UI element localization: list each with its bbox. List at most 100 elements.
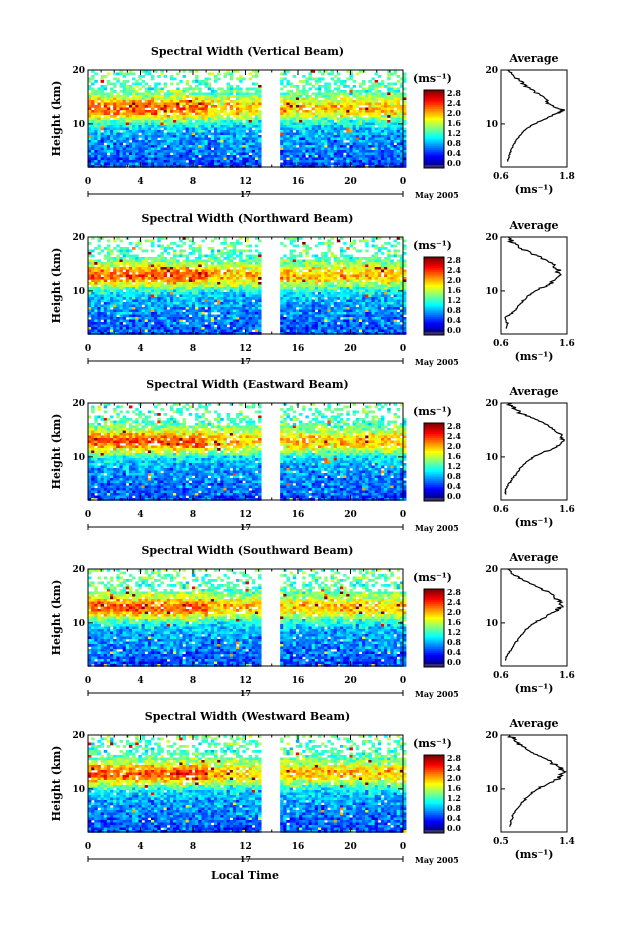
colorbar-tick: 2.8 [447,88,461,98]
average-profile: Average 20 10 0.5 1.4 (ms⁻¹) [485,717,574,861]
y-axis-label: Height (km) [50,580,63,656]
colorbar-unit: (ms⁻¹) [413,737,452,750]
colorbar-tick: 0.0 [447,823,461,833]
average-x-tick: 0.6 [493,339,509,349]
colorbar-tick: 1.6 [447,617,461,627]
x-tick-label: 20 [344,510,357,520]
colorbar-tick: 0.4 [447,481,461,491]
panel-5: Spectral Width (Westward Beam) 20 10 0 4 8 12 1… [50,710,575,865]
panel-3: Spectral Width (Eastward Beam) 20 10 0 4 8 12 1… [50,378,575,533]
average-y-tick: 10 [485,120,498,130]
colorbar-tick: 0.4 [447,647,461,657]
average-line [504,236,562,329]
x-tick-label: 4 [137,177,143,187]
colorbar-tick: 1.6 [447,783,461,793]
y-tick-label: 20 [72,731,85,741]
average-y-tick: 20 [485,731,498,741]
average-frame [500,568,568,667]
heatmap [88,735,407,833]
average-frame [500,402,568,501]
x-tick-label: 20 [344,842,357,852]
month-label: May 2005 [415,190,459,200]
average-x-tick: 1.6 [559,671,575,681]
panel-title: Spectral Width (Eastward Beam) [146,378,348,391]
average-x-label: (ms⁻¹) [515,183,554,196]
x-tick-label: 16 [292,842,305,852]
average-y-tick: 20 [485,66,498,76]
average-x-tick: 1.6 [559,505,575,515]
colorbar-tick: 1.6 [447,451,461,461]
colorbar-tick: 0.8 [447,471,461,481]
x-tick-label: 16 [292,676,305,686]
average-x-label: (ms⁻¹) [515,350,554,363]
y-tick-label: 10 [72,785,85,795]
average-x-tick: 1.6 [559,339,575,349]
colorbar-unit: (ms⁻¹) [413,72,452,85]
x-tick-label: 8 [190,344,196,354]
y-tick-label: 10 [72,619,85,629]
colorbar-tick: 0.0 [447,491,461,501]
average-profile: Average 20 10 0.6 1.6 (ms⁻¹) [485,551,574,695]
average-x-label: (ms⁻¹) [515,682,554,695]
x-tick-label: 0 [85,510,91,520]
y-tick-label: 20 [72,233,85,243]
x-tick-label: 4 [137,510,143,520]
x-tick-label: 4 [137,676,143,686]
month-label: May 2005 [415,357,459,367]
colorbar-tick: 2.8 [447,587,461,597]
colorbar-tick: 0.0 [447,325,461,335]
month-label: May 2005 [415,523,459,533]
average-x-tick: 0.6 [493,505,509,515]
colorbar: (ms⁻¹) 2.82.42.01.61.20.80.40.0 [413,239,461,336]
heatmap [88,70,407,168]
x-tick-label: 12 [239,177,252,187]
x-tick-label: 12 [239,676,252,686]
average-title: Average [508,219,558,232]
x-tick-label: 0 [85,177,91,187]
x-tick-label: 0 [400,344,406,354]
average-frame [500,734,568,833]
colorbar-tick: 0.0 [447,158,461,168]
average-x-tick: 1.8 [559,172,575,182]
colorbar-tick: 2.8 [447,255,461,265]
colorbar-tick: 1.6 [447,118,461,128]
average-y-tick: 20 [485,233,498,243]
x-tick-label: 0 [85,676,91,686]
colorbar-tick: 1.2 [447,627,461,637]
x-tick-label: 0 [400,842,406,852]
average-profile: Average 20 10 0.6 1.6 (ms⁻¹) [485,385,574,529]
x-tick-label: 4 [137,842,143,852]
x-tick-label: 20 [344,676,357,686]
x-tick-label: 0 [400,676,406,686]
y-axis-label: Height (km) [50,414,63,490]
month-label: May 2005 [415,689,459,699]
average-x-label: (ms⁻¹) [515,516,554,529]
colorbar-tick: 0.8 [447,305,461,315]
day-label: 17 [240,522,251,532]
heatmap [88,403,407,501]
average-x-tick: 0.6 [493,671,509,681]
average-x-tick: 1.4 [559,837,575,847]
colorbar-tick: 1.2 [447,793,461,803]
average-x-label: (ms⁻¹) [515,848,554,861]
average-x-tick: 0.6 [493,172,509,182]
colorbar-unit: (ms⁻¹) [413,405,452,418]
colorbar-tick: 0.4 [447,315,461,325]
average-y-tick: 20 [485,399,498,409]
colorbar-tick: 0.8 [447,637,461,647]
x-tick-label: 12 [239,510,252,520]
x-tick-label: 0 [400,177,406,187]
colorbar-tick: 2.4 [447,98,461,108]
average-line [504,568,565,661]
colorbar-tick: 0.4 [447,148,461,158]
colorbar-tick: 1.2 [447,128,461,138]
x-tick-label: 8 [190,510,196,520]
x-tick-label: 20 [344,177,357,187]
colorbar-tick: 2.4 [447,431,461,441]
colorbar-tick: 0.4 [447,813,461,823]
panel-4: Spectral Width (Southward Beam) 20 10 0 4 8 12… [50,544,575,699]
colorbar-tick: 1.2 [447,295,461,305]
colorbar-tick: 2.0 [447,275,461,285]
average-y-tick: 10 [485,619,498,629]
